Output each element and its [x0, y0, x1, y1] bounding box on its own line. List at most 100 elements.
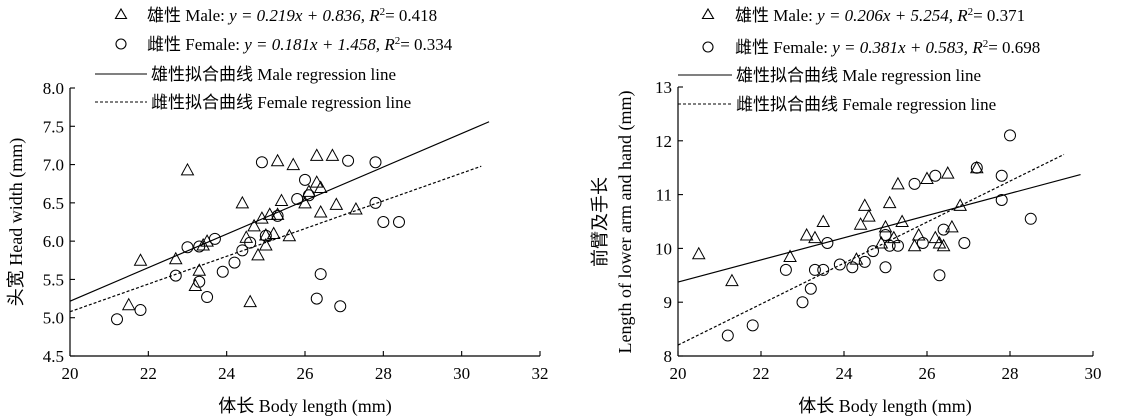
chart2-legend-female-text: 雌性 Female: y = 0.381x + 0.583, R2= 0.698 [735, 38, 1040, 57]
chart1-female-point [342, 154, 355, 167]
chart2-female-point [995, 169, 1008, 182]
chart1-y-tick-label: 6.0 [43, 232, 64, 251]
chart2-legend-male-eq: y = 0.206x + 5.254, [815, 6, 957, 25]
chart1-female-point [291, 193, 304, 206]
chart2-male-point [862, 209, 876, 222]
chart1-female-point [259, 229, 272, 242]
chart2-male-point [953, 198, 968, 211]
chart1-legend-male-line-label: 雄性拟合曲线 Male regression line [151, 65, 396, 84]
chart2-male-point [799, 227, 814, 241]
chart2-legend-female-sup: 2 [983, 38, 989, 50]
chart2-y-tick-label: 10 [655, 239, 672, 258]
chart2-female-point [958, 237, 971, 250]
chart2-legend-male-sup: 2 [968, 6, 974, 18]
chart2-male-point [691, 246, 706, 260]
chart2-legend-male-r: R [956, 6, 968, 25]
chart2-female-point [879, 261, 892, 274]
chart1-male-point [313, 205, 328, 218]
chart1-legend-male-prefix: 雄性 Male: [147, 6, 229, 25]
chart2-legend-male-text: 雄性 Male: y = 0.206x + 5.254, R2= 0.371 [735, 6, 1025, 25]
chart2-female-point [808, 263, 821, 276]
chart2-legend-female-marker [702, 41, 714, 53]
chart2-male-point [907, 238, 922, 252]
chart2-male-point [928, 230, 943, 244]
chart2-legend-male-r2: = 0.371 [973, 6, 1025, 25]
chart1-legend-female-prefix: 雌性 Female: [147, 35, 244, 54]
chart2-plot: 8 9 10 11 12 13 20 22 24 26 28 30 体长 Body length (… [590, 78, 1102, 417]
chart2-female-point [883, 239, 896, 252]
chart1-female-point [208, 232, 221, 245]
chart1-male-point [235, 195, 250, 209]
chart1-x-axis-title: 体长 Body length (mm) [218, 396, 392, 417]
chart1-legend-female-text: 雌性 Female: y = 0.181x + 1.458, R2= 0.334 [147, 35, 453, 54]
chart1-y-tick-label: 5.0 [43, 309, 64, 328]
chart2-male-point [911, 227, 926, 241]
chart2-male-point [725, 273, 739, 287]
chart2-y-axis-title-en: Length of lower arm and hand (mm) [615, 91, 636, 354]
chart1-legend-male-marker [114, 7, 128, 20]
chart1-x-tick-label: 30 [453, 364, 470, 383]
chart2-male-point [878, 219, 893, 233]
chart2-legend-female-r: R [971, 38, 983, 57]
chart2-legend-male-prefix: 雄性 Male: [735, 6, 817, 25]
chart1-y-tick-label: 7.5 [43, 117, 64, 136]
chart2-x-tick-label: 20 [670, 364, 687, 383]
chart1-female-point [181, 241, 194, 254]
chart2-x-tick-label: 26 [919, 364, 936, 383]
chart1-legend: 雄性 Male: y = 0.219x + 0.836, R2= 0.418 雌… [95, 6, 453, 112]
chart1-male-point [121, 297, 136, 311]
chart2-female-point [1004, 129, 1016, 142]
chart1-female-point [111, 313, 123, 326]
chart2-legend-male-line-label: 雄性拟合曲线 Male regression line [736, 66, 981, 85]
chart2-x-tick-label: 30 [1085, 364, 1102, 383]
chart1-male-point [270, 207, 285, 220]
chart2-legend-female-prefix: 雌性 Female: [735, 38, 832, 57]
chart1-y-tick-label: 6.5 [43, 194, 64, 213]
chart2-female-point [817, 263, 830, 276]
chart2-male-point [945, 219, 959, 233]
chart2-female-point [933, 269, 946, 282]
chart1-female-point [169, 269, 182, 282]
chart1-legend-female-r2: = 0.334 [400, 35, 453, 54]
chart2-legend-male-marker [701, 7, 715, 20]
chart1-female-point [216, 265, 229, 278]
chart1-male-point [133, 253, 148, 266]
chart2-male-point [816, 214, 831, 227]
chart2-x-tick-label: 28 [1002, 364, 1019, 383]
chart2-male-point [920, 171, 934, 184]
chart1-legend-female-line-label: 雌性拟合曲线 Female regression line [151, 93, 411, 112]
chart2-female-point [804, 282, 817, 295]
chart1-x-tick-label: 24 [218, 364, 236, 383]
chart1-male-point [309, 175, 324, 188]
chart1-male-point [180, 162, 195, 176]
chart2-female-point [916, 237, 929, 250]
chart1-legend-female-eq: y = 0.181x + 1.458, [242, 35, 384, 54]
chart2-female-point [867, 245, 880, 258]
chart1-female-point [193, 240, 206, 253]
chart2-female-regression-line [677, 153, 1065, 346]
chart2-female-point [879, 228, 892, 241]
chart2-x-tick-label: 22 [753, 364, 770, 383]
chart2-female-point [746, 319, 759, 332]
chart2-y-tick-label: 12 [655, 132, 672, 151]
chart2-male-point [853, 217, 868, 230]
chart1-x-tick-label: 32 [532, 364, 549, 383]
chart2-female-point [891, 239, 904, 252]
chart1-x-tick-label: 28 [375, 364, 392, 383]
chart1-legend-male-r2: = 0.418 [385, 6, 437, 25]
chart2-female-point [779, 263, 792, 276]
chart1-legend-male-r: R [368, 6, 380, 25]
chart2-male-point [808, 230, 822, 244]
chart1-female-point [302, 189, 315, 202]
chart2-y-tick-label: 11 [656, 186, 672, 205]
chart1-female-point [271, 209, 284, 222]
chart1-x-tick-label: 26 [297, 364, 314, 383]
chart1-female-regression-line [69, 165, 482, 313]
chart2-legend-female-line-label: 雌性拟合曲线 Female regression line [736, 95, 996, 114]
chart2-female-point [846, 261, 859, 274]
chart1-y-tick-label: 8.0 [43, 79, 64, 98]
chart1-female-point [244, 236, 257, 249]
chart1-legend-female-sup: 2 [395, 35, 401, 47]
chart2-x-axis-title: 体长 Body length (mm) [798, 396, 972, 417]
chart1-female-point [255, 156, 268, 169]
